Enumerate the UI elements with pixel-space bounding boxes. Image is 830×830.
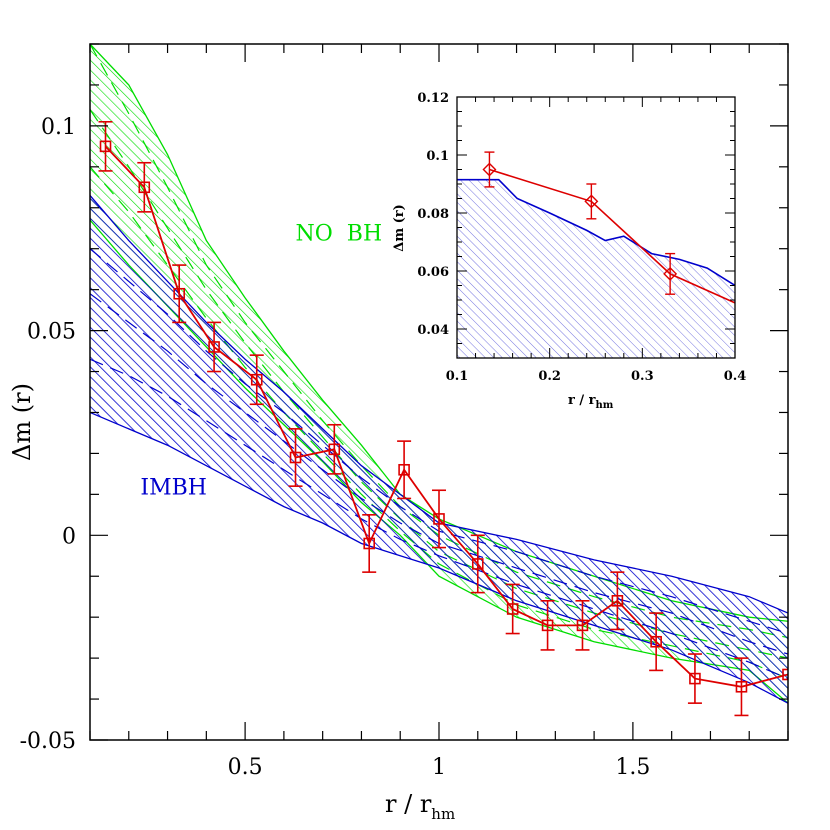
inset-series <box>482 151 735 304</box>
data-point <box>576 619 589 632</box>
inset-x-tick-label: 0.3 <box>631 369 654 384</box>
model-bands <box>90 44 788 704</box>
band-imbh-dashed-1 <box>90 293 788 655</box>
inset-area-fill <box>457 179 735 358</box>
data-point <box>471 558 484 570</box>
x-tick-label: 0.5 <box>228 755 263 780</box>
data-point <box>398 463 410 476</box>
data-point <box>689 672 701 685</box>
inset-series-line <box>489 168 735 304</box>
y-tick-label: 0.1 <box>41 115 76 140</box>
data-point <box>433 513 445 525</box>
inset-data-point <box>663 266 678 281</box>
data-point <box>250 373 263 386</box>
y-tick-label: 0.05 <box>27 320 76 345</box>
inset-ticks: 0.1 0.2 0.3 0.4 0.04 0.06 0.08 0.1 0.12 <box>417 91 746 384</box>
y-axis-label: Δm (r) <box>8 383 36 461</box>
y-tick-label: -0.05 <box>20 729 76 754</box>
inset-data-point <box>482 162 497 177</box>
band-no-bh-dashed-1 <box>90 109 788 659</box>
data-point <box>289 451 302 464</box>
inset-area <box>457 178 735 358</box>
data-point <box>328 443 341 456</box>
inset-y-tick-label: 0.1 <box>426 149 449 164</box>
data-point <box>363 537 376 550</box>
band-imbh-dashed-0 <box>90 248 788 635</box>
inset-x-tick-label: 0.2 <box>538 369 561 384</box>
y-tick-label: 0 <box>62 524 76 549</box>
band-imbh-fill <box>90 195 788 704</box>
data-point <box>99 140 112 153</box>
data-point <box>208 341 220 353</box>
data-point <box>506 603 519 615</box>
x-axis-label: r / rhm <box>385 790 455 823</box>
band-imbh-lower <box>90 411 788 704</box>
inset-x-tick-label: 0.4 <box>724 369 747 384</box>
inset-x-axis-label: r / rhm <box>568 393 614 411</box>
data-series <box>98 120 788 717</box>
inset-y-tick-label: 0.04 <box>417 323 449 338</box>
data-point <box>173 287 185 300</box>
data-point <box>138 181 151 194</box>
band-imbh-dashed-2 <box>90 358 788 680</box>
inset-plot: 0.1 0.2 0.3 0.40.040.060.080.10.12 r / rhm … <box>392 91 746 411</box>
annotation-no-bh: NO BH <box>296 222 383 247</box>
x-tick-label: 1 <box>432 755 446 780</box>
annotation-imbh: IMBH <box>140 475 207 500</box>
inset-data-point <box>584 194 599 209</box>
data-point <box>735 680 748 693</box>
data-point <box>650 635 662 648</box>
main-ticks: 0.5 1 1.5 -0.05 0 0.05 0.1 <box>20 43 789 780</box>
inset-y-tick-label: 0.06 <box>417 265 449 280</box>
x-tick-label: 1.5 <box>615 755 650 780</box>
inset-y-axis-label: Δm (r) <box>392 204 407 252</box>
data-point <box>782 668 788 681</box>
inset-x-tick-label: 0.1 <box>446 369 469 384</box>
data-point <box>541 619 554 632</box>
inset-y-tick-label: 0.08 <box>417 207 449 222</box>
inset-area-edge <box>457 178 735 287</box>
inset-y-tick-label: 0.12 <box>417 91 449 106</box>
data-point <box>611 594 624 607</box>
